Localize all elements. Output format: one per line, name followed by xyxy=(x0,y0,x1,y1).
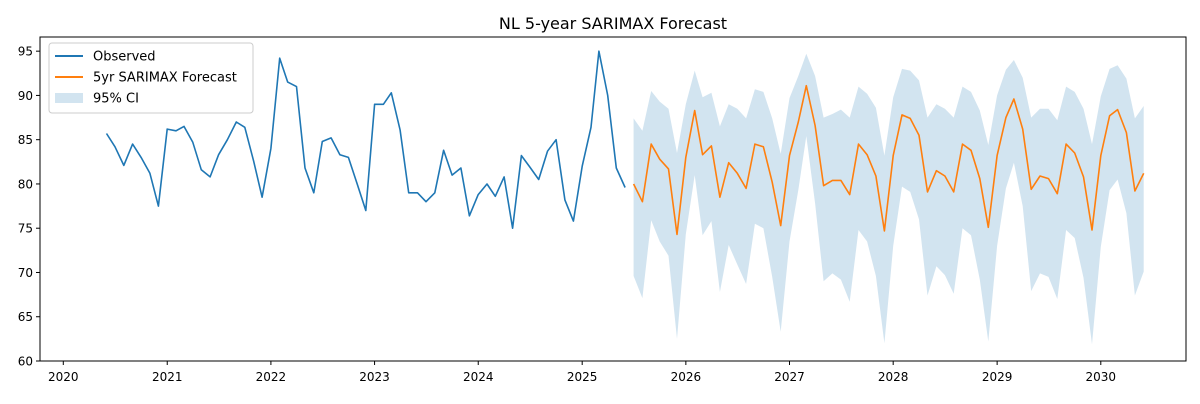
chart-title: NL 5-year SARIMAX Forecast xyxy=(499,14,727,33)
x-tick-label: 2029 xyxy=(982,370,1013,384)
x-tick-label: 2027 xyxy=(774,370,805,384)
legend-label: 5yr SARIMAX Forecast xyxy=(93,71,237,86)
observed-line xyxy=(105,50,626,229)
x-tick-label: 2026 xyxy=(671,370,702,384)
plot-frame xyxy=(39,36,1187,362)
x-tick-label: 2025 xyxy=(567,370,598,384)
y-tick-label: 90 xyxy=(18,89,33,103)
x-tick-label: 2020 xyxy=(48,370,79,384)
x-tick-label: 2023 xyxy=(359,370,390,384)
y-tick-label: 80 xyxy=(18,177,33,191)
y-tick-label: 65 xyxy=(18,310,33,324)
x-tick-label: 2024 xyxy=(463,370,494,384)
y-tick-label: 85 xyxy=(18,133,33,147)
forecast-line xyxy=(632,84,1145,236)
legend-box xyxy=(48,42,254,114)
legend-label: Observed xyxy=(93,50,156,65)
x-tick-label: 2021 xyxy=(152,370,183,384)
x-tick-label: 2030 xyxy=(1086,370,1117,384)
x-tick-label: 2022 xyxy=(256,370,287,384)
legend-swatch-ci xyxy=(55,93,83,103)
legend: Observed 5yr SARIMAX Forecast 95% CI xyxy=(48,42,254,114)
axes: 2020 2021 2022 2023 2024 2025 2026 2027 2028 2029… xyxy=(18,36,1187,384)
x-tick-label: 2028 xyxy=(878,370,909,384)
y-tick-label: 75 xyxy=(18,222,33,236)
y-tick-label: 95 xyxy=(18,45,33,59)
legend-label: 95% CI xyxy=(93,92,139,107)
y-tick-label: 60 xyxy=(18,355,33,369)
plot-area xyxy=(105,50,1145,345)
y-tick-label: 70 xyxy=(18,266,33,280)
